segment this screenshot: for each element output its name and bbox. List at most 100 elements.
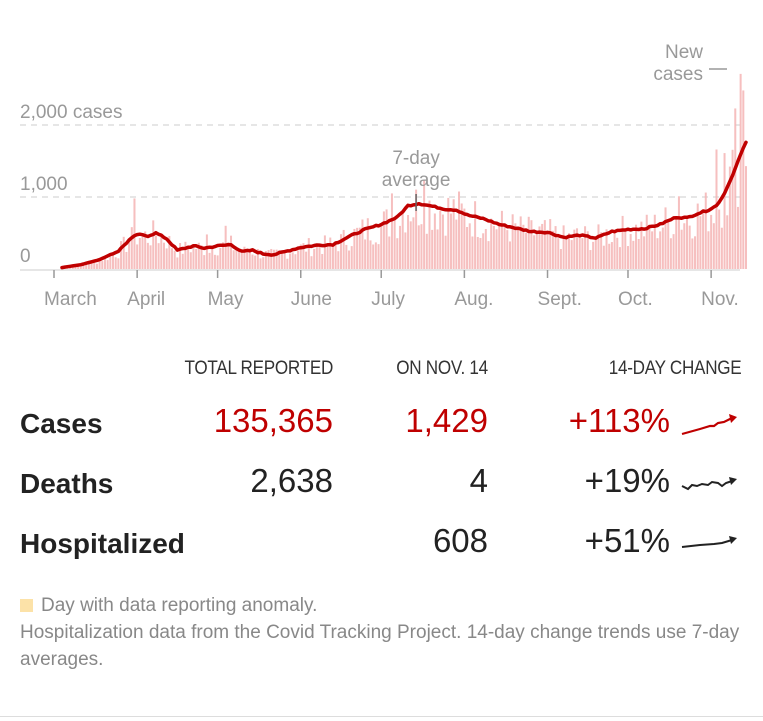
total-value: 135,365 — [213, 402, 333, 439]
new-cases-bar — [315, 244, 318, 269]
new-cases-bar — [629, 234, 632, 269]
new-cases-bar — [291, 252, 294, 269]
new-cases-bar — [744, 166, 747, 269]
new-cases-bar — [141, 234, 144, 269]
new-cases-bar — [310, 256, 313, 269]
new-cases-bar — [508, 241, 511, 269]
x-tick-label: Nov. — [701, 289, 739, 310]
new-cases-bar — [173, 250, 176, 269]
seven-day-average-annotation: average — [382, 170, 451, 191]
header-14-day-change: 14-DAY CHANGE — [608, 358, 741, 379]
new-cases-bar — [420, 224, 423, 269]
seven-day-average-line — [60, 140, 748, 270]
new-cases-bar — [715, 149, 718, 269]
new-cases-bar — [160, 235, 163, 269]
new-cases-bar — [439, 210, 442, 269]
new-cases-bar — [710, 214, 713, 269]
new-cases-bar — [230, 235, 233, 269]
new-cases-bar — [270, 248, 273, 269]
new-cases-bar — [401, 213, 404, 269]
new-cases-bar — [251, 254, 254, 269]
new-cases-bar — [106, 260, 109, 269]
new-cases-bar — [466, 227, 469, 269]
new-cases-bar — [278, 250, 281, 269]
new-cases-bar — [337, 251, 340, 269]
new-cases-bar — [688, 225, 691, 269]
new-cases-bar — [361, 219, 364, 269]
row-label: Cases — [20, 408, 103, 439]
new-cases-bar — [517, 229, 520, 269]
new-cases-bar — [144, 231, 147, 269]
new-cases-bar — [720, 227, 723, 269]
new-cases-bar — [246, 252, 249, 269]
new-cases-bar — [458, 191, 461, 269]
new-cases-bar — [474, 201, 477, 269]
new-cases-bar — [506, 230, 509, 269]
new-cases-bar — [165, 248, 168, 269]
new-cases-bar — [211, 248, 214, 269]
new-cases-bar — [366, 218, 369, 269]
new-cases-bar — [286, 258, 289, 269]
new-cases-bar — [385, 209, 388, 269]
new-cases-bar — [616, 237, 619, 269]
new-cases-bar — [120, 241, 123, 269]
cases-chart: 0 1,000 2,000 cases March April May June July A… — [20, 42, 748, 310]
new-cases-bar — [621, 215, 624, 269]
new-cases-bar — [431, 229, 434, 269]
new-cases-bar — [449, 213, 452, 269]
new-cases-bar — [742, 90, 745, 269]
new-cases-bar — [216, 255, 219, 269]
x-tick-label: April — [127, 289, 165, 310]
new-cases-bar — [98, 259, 101, 269]
new-cases-bar — [189, 252, 192, 269]
new-cases-bar — [154, 235, 157, 269]
bottom-divider — [0, 716, 763, 717]
new-cases-bar — [221, 242, 224, 269]
new-cases-bar — [549, 219, 552, 269]
new-cases-bar — [283, 251, 286, 269]
new-cases-bar — [393, 219, 396, 269]
new-cases-bar — [600, 232, 603, 269]
new-cases-bar — [643, 236, 646, 269]
new-cases-bar — [302, 243, 305, 269]
new-cases-bar — [463, 208, 466, 269]
new-cases-bar — [353, 228, 356, 269]
new-cases-bar — [227, 242, 230, 269]
new-cases-bar — [626, 246, 629, 269]
new-cases-bar — [235, 249, 238, 269]
new-cases-bar — [500, 210, 503, 269]
new-cases-bar — [455, 219, 458, 269]
new-cases-bar — [527, 216, 530, 269]
new-cases-bar — [597, 224, 600, 269]
new-cases-bar — [280, 250, 283, 269]
new-cases-bar — [243, 246, 246, 269]
trend-arrow-icon — [681, 536, 737, 548]
new-cases-bar — [162, 242, 165, 269]
new-cases-bar — [369, 240, 372, 269]
new-cases-bar — [685, 218, 688, 269]
new-cases-bar — [358, 227, 361, 269]
new-cases-bar — [345, 244, 348, 269]
new-cases-bar — [321, 253, 324, 269]
new-cases-bar — [530, 220, 533, 269]
new-cases-bar — [602, 245, 605, 269]
new-cases-bar — [168, 235, 171, 269]
new-cases-bar — [468, 223, 471, 269]
new-cases-bar — [576, 228, 579, 269]
day-value: 4 — [469, 462, 488, 499]
new-cases-bar — [637, 239, 640, 269]
y-tick-label: 0 — [20, 246, 31, 267]
new-cases-bar — [610, 242, 613, 269]
new-cases-bar — [704, 192, 707, 269]
new-cases-bar — [645, 214, 648, 269]
new-cases-bar — [192, 244, 195, 269]
new-cases-bar — [396, 238, 399, 269]
new-cases-bar — [441, 214, 444, 269]
new-cases-bar — [297, 250, 300, 269]
new-cases-bar — [447, 197, 450, 269]
new-cases-bar — [203, 255, 206, 269]
new-cases-bar — [264, 251, 267, 269]
day-value: 1,429 — [405, 402, 488, 439]
trend-arrow-icon — [681, 414, 737, 436]
new-cases-bar — [423, 180, 426, 269]
